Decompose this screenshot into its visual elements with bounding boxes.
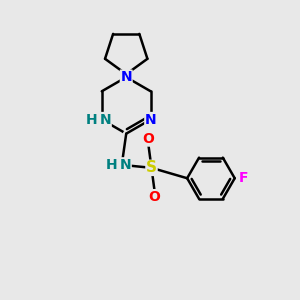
Text: H: H — [85, 112, 97, 127]
Text: N: N — [119, 158, 131, 172]
Text: O: O — [142, 132, 154, 146]
Text: N: N — [145, 112, 157, 127]
Text: H: H — [106, 158, 117, 172]
Text: N: N — [120, 70, 132, 84]
Text: F: F — [238, 171, 248, 185]
Text: N: N — [100, 112, 111, 127]
Text: O: O — [148, 190, 160, 204]
Text: S: S — [146, 160, 157, 175]
